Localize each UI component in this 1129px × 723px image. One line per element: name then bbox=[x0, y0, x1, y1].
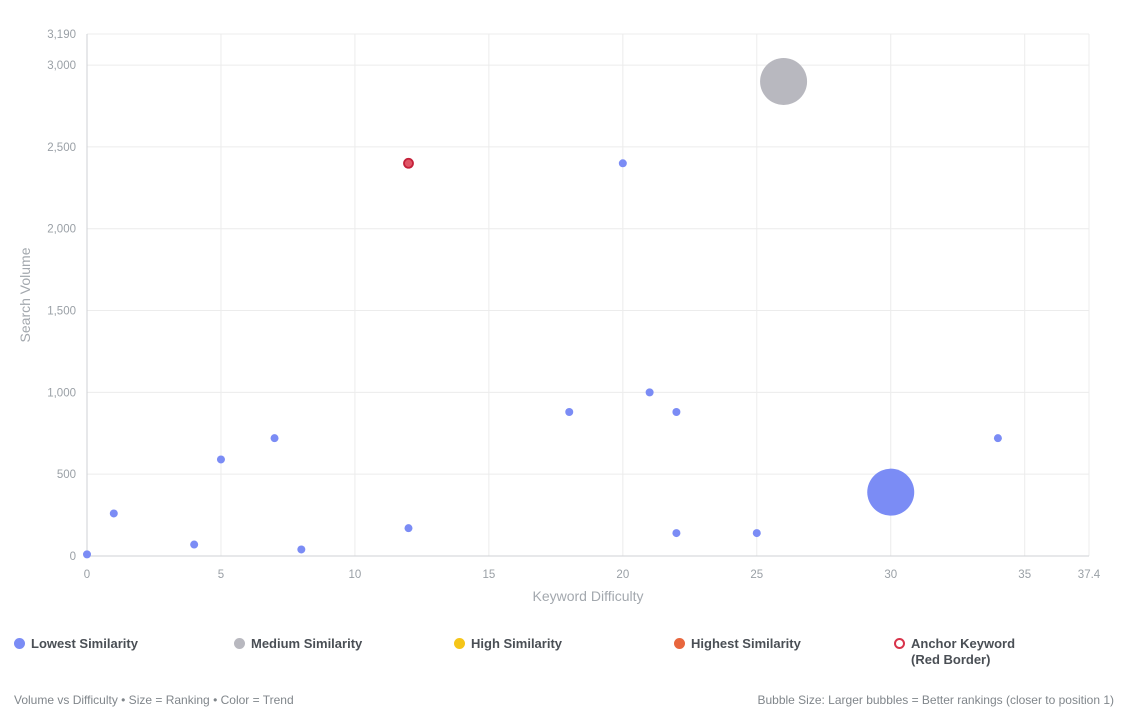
x-tick-label: 25 bbox=[750, 569, 763, 581]
x-tick-label: 20 bbox=[616, 569, 629, 581]
legend-swatch-high-icon bbox=[454, 638, 465, 649]
legend-item-medium-similarity[interactable]: Medium Similarity bbox=[234, 636, 362, 652]
data-point-anchor-keyword[interactable] bbox=[403, 157, 414, 169]
data-point-lowest-similarity[interactable] bbox=[216, 455, 225, 464]
data-point-lowest-similarity[interactable] bbox=[993, 434, 1002, 443]
y-tick-label: 500 bbox=[57, 469, 76, 481]
x-tick-label: 0 bbox=[84, 569, 90, 581]
data-point-lowest-similarity[interactable] bbox=[297, 545, 306, 554]
legend-label: Medium Similarity bbox=[251, 636, 363, 651]
legend-label: Anchor Keyword bbox=[911, 636, 1016, 651]
data-point-lowest-similarity[interactable] bbox=[565, 408, 574, 416]
data-point-lowest-similarity[interactable] bbox=[404, 524, 413, 533]
legend-swatch-lowest-icon bbox=[14, 638, 25, 649]
legend-item-anchor-keyword[interactable]: Anchor Keyword (Red Border) bbox=[894, 636, 1015, 668]
data-point-lowest-similarity[interactable] bbox=[190, 540, 199, 549]
data-point-lowest-similarity[interactable] bbox=[83, 550, 91, 559]
legend-label: Highest Similarity bbox=[691, 636, 801, 651]
y-tick-label: 2,500 bbox=[47, 142, 76, 154]
x-tick-label: 37.4 bbox=[1078, 569, 1101, 581]
data-points bbox=[83, 57, 1002, 559]
legend-swatch-anchor-ring-icon bbox=[894, 638, 905, 649]
y-tick-label: 3,190 bbox=[47, 29, 76, 41]
grid-lines bbox=[87, 33, 1090, 556]
data-point-lowest-similarity[interactable] bbox=[109, 509, 118, 518]
data-point-lowest-similarity[interactable] bbox=[672, 529, 681, 538]
x-tick-label: 15 bbox=[482, 569, 495, 581]
data-point-lowest-similarity[interactable] bbox=[618, 159, 627, 168]
y-axis-title: Search Volume bbox=[17, 247, 33, 342]
data-point-medium-similarity[interactable] bbox=[760, 57, 808, 105]
x-tick-label: 35 bbox=[1018, 569, 1031, 581]
axes bbox=[86, 34, 1089, 557]
legend-swatch-highest-icon bbox=[674, 638, 685, 649]
legend-swatch-medium-icon bbox=[234, 638, 245, 649]
y-tick-label: 3,000 bbox=[47, 60, 76, 72]
legend-item-highest-similarity[interactable]: Highest Similarity bbox=[674, 636, 801, 652]
y-tick-label: 2,000 bbox=[47, 224, 76, 236]
y-tick-label: 0 bbox=[70, 551, 76, 563]
data-point-lowest-similarity[interactable] bbox=[270, 434, 279, 443]
x-tick-label: 30 bbox=[884, 569, 897, 581]
x-tick-label: 10 bbox=[349, 569, 362, 581]
footer-caption-left: Volume vs Difficulty • Size = Ranking • … bbox=[14, 693, 294, 707]
tick-labels: 0 5 10 15 20 25 30 35 37.4 0 500 1,000 1,500 2,000 2,5… bbox=[47, 29, 1101, 581]
x-axis-title: Keyword Difficulty bbox=[532, 588, 643, 604]
footer-caption-right: Bubble Size: Larger bubbles = Better ran… bbox=[757, 693, 1114, 707]
legend-sublabel: (Red Border) bbox=[911, 652, 991, 667]
data-point-lowest-similarity[interactable] bbox=[645, 388, 654, 397]
legend-label: High Similarity bbox=[471, 636, 563, 651]
legend-item-lowest-similarity[interactable]: Lowest Similarity bbox=[14, 636, 138, 652]
data-point-lowest-similarity[interactable] bbox=[752, 529, 761, 538]
data-point-lowest-similarity[interactable] bbox=[867, 468, 915, 516]
legend-label: Lowest Similarity bbox=[31, 636, 138, 651]
y-tick-label: 1,000 bbox=[47, 387, 76, 399]
x-tick-label: 5 bbox=[218, 569, 224, 581]
y-tick-label: 1,500 bbox=[47, 306, 76, 318]
legend: Lowest Similarity Medium Similarity High… bbox=[0, 636, 1129, 676]
scatter-chart: 0 5 10 15 20 25 30 35 37.4 0 500 1,000 1,500 2,000 2,5… bbox=[17, 29, 1101, 604]
data-point-lowest-similarity[interactable] bbox=[672, 408, 681, 416]
legend-item-high-similarity[interactable]: High Similarity bbox=[454, 636, 562, 652]
